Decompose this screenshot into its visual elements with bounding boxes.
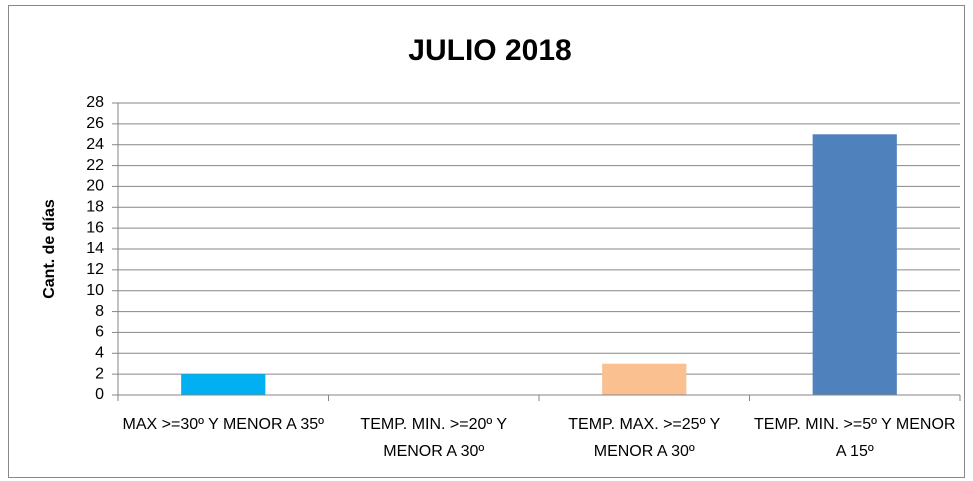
x-tick-label: MAX >=30º Y MENOR A 35º — [122, 416, 324, 433]
x-tick-label: TEMP. MAX. >=25º Y MENOR A 30º — [568, 416, 721, 460]
y-tick-label: 20 — [86, 178, 104, 195]
x-tick-label: TEMP. MIN. >=5º Y MENOR A 15º — [754, 416, 956, 460]
y-tick-label: 2 — [95, 365, 104, 382]
y-tick-label: 10 — [86, 282, 104, 299]
bar — [181, 374, 266, 395]
y-tick-label: 4 — [95, 345, 104, 362]
y-tick-label: 24 — [86, 136, 104, 153]
y-tick-label: 22 — [86, 157, 104, 174]
y-tick-label: 26 — [86, 115, 104, 132]
y-tick-label: 28 — [86, 94, 104, 111]
x-tick-label: TEMP. MIN. >=20º Y MENOR A 30º — [360, 416, 508, 460]
bar — [602, 363, 687, 395]
bar — [812, 134, 897, 396]
y-tick-label: 18 — [86, 199, 104, 216]
y-axis-label: Cant. de días — [41, 199, 58, 299]
y-tick-label: 8 — [95, 303, 104, 320]
y-tick-label: 16 — [86, 219, 104, 236]
y-tick-label: 14 — [86, 240, 104, 257]
y-tick-label: 0 — [95, 386, 104, 403]
chart-border — [8, 5, 965, 478]
chart-title: JULIO 2018 — [408, 34, 571, 67]
y-tick-label: 12 — [86, 261, 104, 278]
y-tick-label: 6 — [95, 324, 104, 341]
